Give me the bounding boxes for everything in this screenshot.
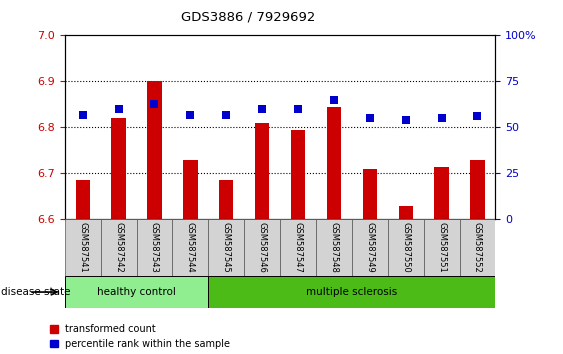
Text: GSM587550: GSM587550 — [401, 222, 410, 273]
Bar — [363, 169, 377, 219]
FancyBboxPatch shape — [101, 219, 137, 276]
Point — [258, 106, 267, 112]
Point — [78, 112, 87, 118]
Text: GSM587541: GSM587541 — [78, 222, 87, 273]
Bar — [399, 206, 413, 219]
Point — [114, 106, 123, 112]
FancyBboxPatch shape — [172, 219, 208, 276]
Text: healthy control: healthy control — [97, 287, 176, 297]
Bar — [219, 181, 234, 219]
FancyBboxPatch shape — [459, 219, 495, 276]
FancyBboxPatch shape — [208, 276, 495, 308]
Point — [437, 115, 446, 121]
Bar — [327, 107, 341, 219]
FancyBboxPatch shape — [316, 219, 352, 276]
Bar — [291, 130, 305, 219]
Bar — [183, 160, 198, 219]
FancyBboxPatch shape — [244, 219, 280, 276]
FancyBboxPatch shape — [280, 219, 316, 276]
Point — [329, 97, 338, 103]
Point — [293, 106, 302, 112]
Bar — [148, 81, 162, 219]
Text: GSM587546: GSM587546 — [258, 222, 267, 273]
Text: GSM587549: GSM587549 — [365, 222, 374, 273]
FancyBboxPatch shape — [352, 219, 388, 276]
FancyBboxPatch shape — [424, 219, 459, 276]
Bar — [111, 118, 126, 219]
Bar — [435, 166, 449, 219]
Text: GDS3886 / 7929692: GDS3886 / 7929692 — [181, 11, 315, 24]
Point — [365, 115, 374, 121]
FancyBboxPatch shape — [208, 219, 244, 276]
Text: GSM587544: GSM587544 — [186, 222, 195, 273]
Point — [150, 101, 159, 106]
Legend: transformed count, percentile rank within the sample: transformed count, percentile rank withi… — [50, 324, 230, 349]
Bar — [470, 160, 485, 219]
Text: GSM587543: GSM587543 — [150, 222, 159, 273]
Point — [473, 114, 482, 119]
Text: GSM587552: GSM587552 — [473, 222, 482, 273]
FancyBboxPatch shape — [65, 276, 208, 308]
Text: GSM587551: GSM587551 — [437, 222, 446, 273]
Point — [222, 112, 231, 118]
FancyBboxPatch shape — [388, 219, 424, 276]
Text: multiple sclerosis: multiple sclerosis — [306, 287, 397, 297]
Text: GSM587545: GSM587545 — [222, 222, 231, 273]
Bar — [75, 181, 90, 219]
FancyBboxPatch shape — [137, 219, 172, 276]
Text: disease state: disease state — [1, 287, 70, 297]
Text: GSM587547: GSM587547 — [293, 222, 302, 273]
Point — [186, 112, 195, 118]
Text: GSM587548: GSM587548 — [329, 222, 338, 273]
FancyBboxPatch shape — [65, 219, 101, 276]
Text: GSM587542: GSM587542 — [114, 222, 123, 273]
Bar — [255, 123, 269, 219]
Point — [401, 117, 410, 123]
